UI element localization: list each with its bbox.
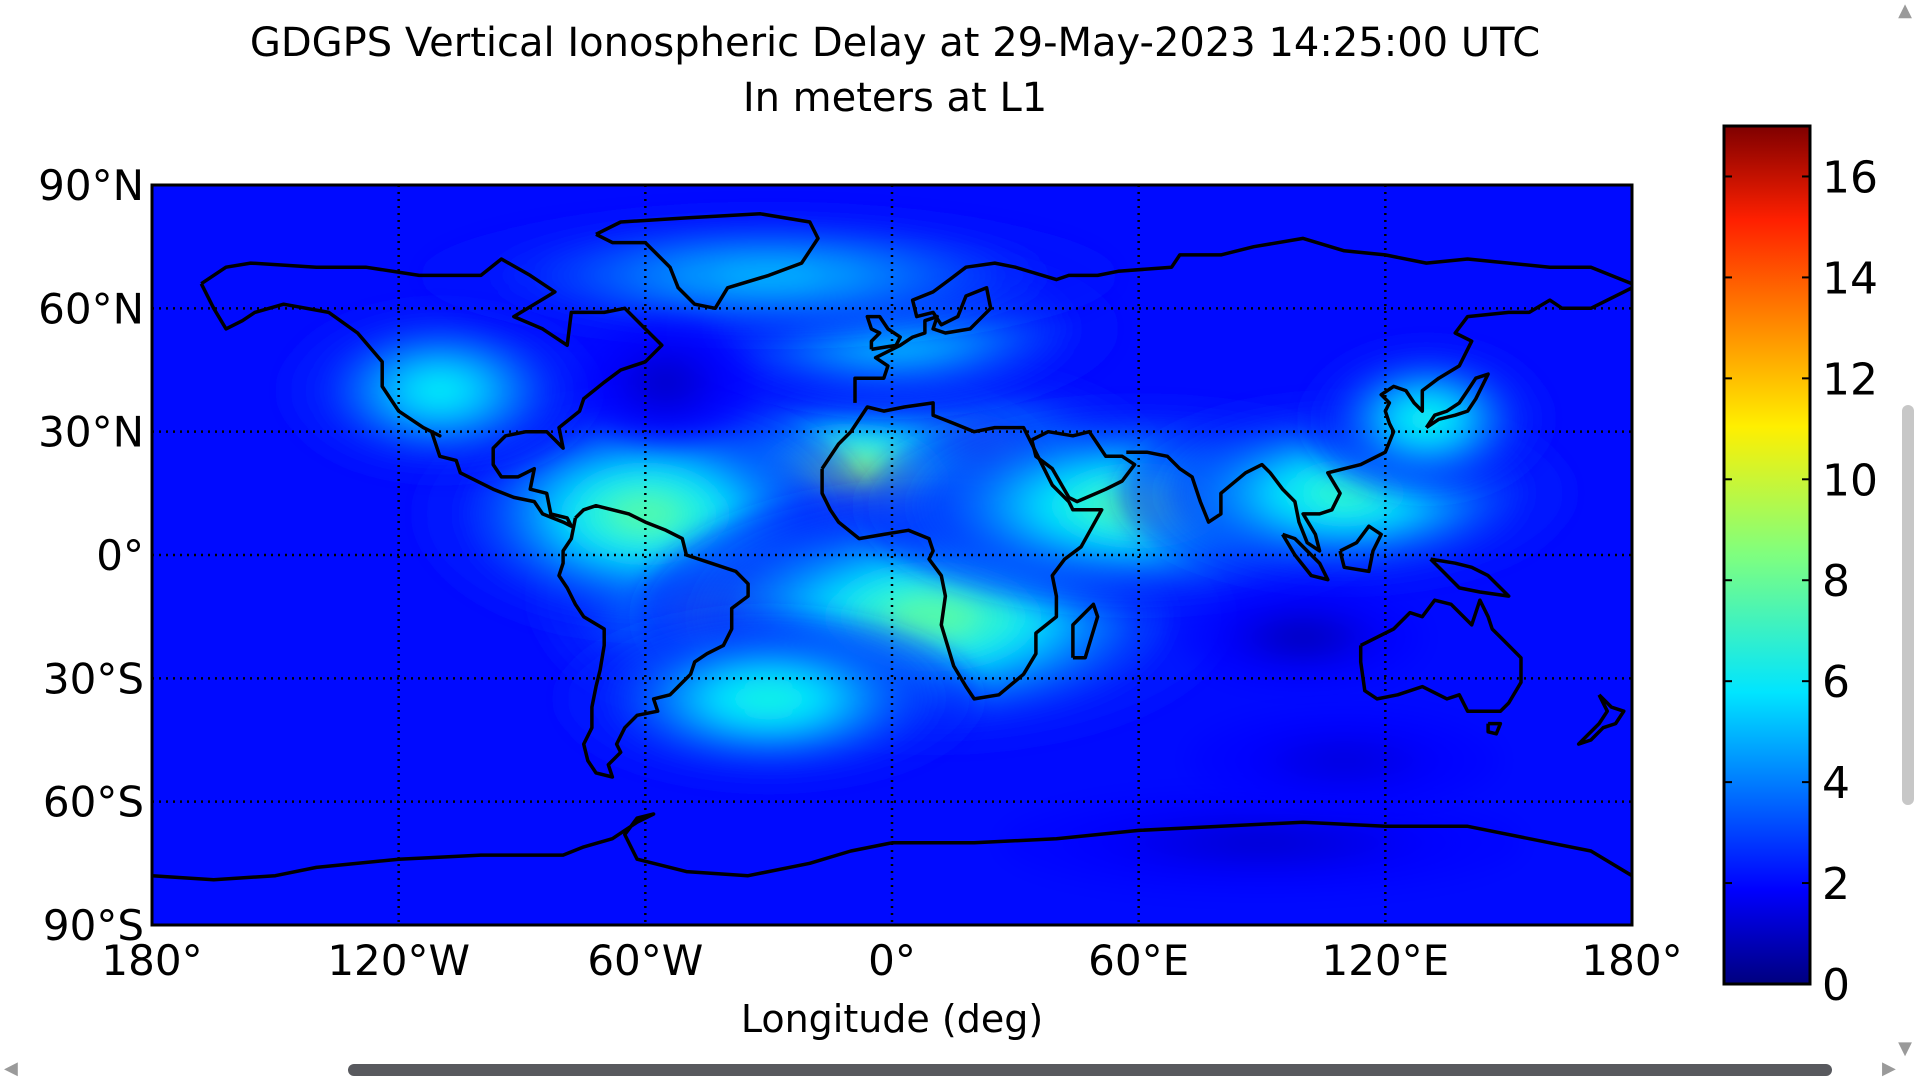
coastline-arabia <box>1030 429 1137 504</box>
colorbar-tick-label: 2 <box>1822 859 1850 910</box>
field-blob <box>1181 584 1426 690</box>
coastline-africa <box>820 401 1104 701</box>
grid-lines <box>152 185 1632 925</box>
delay-field <box>152 185 1632 925</box>
field-blob <box>1304 340 1549 498</box>
x-tick-label: 60°E <box>1088 936 1189 985</box>
colorbar-tick-label: 10 <box>1822 455 1878 506</box>
colorbar-tick-label: 6 <box>1822 657 1850 708</box>
field-blobs <box>282 205 1571 896</box>
coastline-uk <box>865 314 902 352</box>
coastline-australia <box>1358 598 1523 713</box>
x-axis: 180° 120°W 60°W 0° 60°E 120°E 180° <box>101 936 1682 985</box>
coastline-japan <box>1424 372 1490 430</box>
field-blob <box>559 611 978 787</box>
y-tick-label: 30°N <box>38 408 144 457</box>
scroll-up-arrow-icon[interactable]: ▲ <box>1898 0 1912 21</box>
y-axis: 90°N 60°N 30°N 0° 30°S 60°S 90°S <box>38 161 144 950</box>
coastline-new-zealand <box>1576 693 1626 746</box>
colorbar-tick-label: 8 <box>1822 556 1850 607</box>
scroll-left-arrow-icon[interactable]: ◀ <box>4 1058 18 1079</box>
vertical-scrollbar[interactable]: ▲ ▼ <box>1880 0 1920 1080</box>
x-tick-label: 120°E <box>1321 936 1449 985</box>
coastline-north-america <box>199 257 664 528</box>
x-tick-label: 180° <box>101 936 202 985</box>
colorbar-tick-label: 16 <box>1822 152 1878 203</box>
coastline-madagascar <box>1071 602 1100 660</box>
scroll-right-arrow-icon[interactable]: ▶ <box>1882 1058 1896 1079</box>
x-tick-label: 0° <box>868 936 916 985</box>
scroll-down-arrow-icon[interactable]: ▼ <box>1898 1038 1912 1059</box>
coastline-antarctica <box>152 812 1632 882</box>
plot-frame <box>150 183 1634 927</box>
colorbar: 0 2 4 6 8 10 12 14 16 <box>1722 124 1878 1011</box>
y-tick-label: 30°S <box>43 654 144 703</box>
y-tick-label: 0° <box>96 531 144 580</box>
x-tick-label: 120°W <box>327 936 470 985</box>
chart-title: GDGPS Vertical Ionospheric Delay at 29-M… <box>249 20 1541 66</box>
horizontal-scroll-thumb[interactable] <box>348 1064 1832 1076</box>
field-blob <box>1187 708 1502 813</box>
coastline-greenland <box>595 212 820 311</box>
coastline-borneo <box>1338 524 1383 574</box>
field-blob <box>1000 790 1524 896</box>
x-tick-label: 180° <box>1581 936 1682 985</box>
colorbar-tick-label: 12 <box>1822 354 1878 405</box>
y-tick-label: 90°N <box>38 161 144 210</box>
x-tick-label: 60°W <box>587 936 703 985</box>
colorbar-gradient <box>1724 126 1810 984</box>
coastline-europe <box>853 236 1632 403</box>
colorbar-tick-label: 14 <box>1822 253 1878 304</box>
coastline-new-guinea <box>1429 557 1511 598</box>
chart-subtitle: In meters at L1 <box>742 75 1048 121</box>
coastline-south-asia <box>1126 286 1632 553</box>
coastline-tasmania <box>1486 721 1503 736</box>
y-tick-label: 90°S <box>43 901 144 950</box>
coastlines <box>152 212 1632 882</box>
vertical-scroll-thumb[interactable] <box>1902 405 1914 805</box>
x-axis-label: Longitude (deg) <box>741 997 1043 1041</box>
colorbar-frame <box>1722 124 1812 986</box>
colorbar-tick-label: 4 <box>1822 758 1850 809</box>
y-tick-label: 60°S <box>43 778 144 827</box>
colorbar-tick-label: 0 <box>1822 960 1850 1011</box>
map-plot-area <box>150 183 1634 927</box>
y-tick-label: 60°N <box>38 284 144 333</box>
coastline-south-america <box>557 503 750 779</box>
